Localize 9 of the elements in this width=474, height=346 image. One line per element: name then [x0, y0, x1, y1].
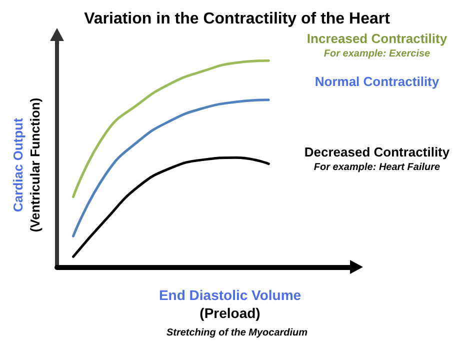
- x-axis-title: End Diastolic Volume (Preload): [158, 287, 302, 321]
- annotation: For example: Heart Failure: [314, 162, 441, 173]
- y-axis-title: Cardiac Output (Ventricular Function): [10, 98, 42, 232]
- text: Normal Contractility: [314, 74, 440, 90]
- text: Stretching of the Myocardium: [166, 328, 308, 338]
- text: Increased Contractility: [306, 31, 448, 46]
- chart-title: Variation in the Contractility of the Heart: [84, 10, 391, 28]
- text: For example: Exercise: [324, 48, 431, 60]
- text: Decreased Contractility: [304, 144, 450, 160]
